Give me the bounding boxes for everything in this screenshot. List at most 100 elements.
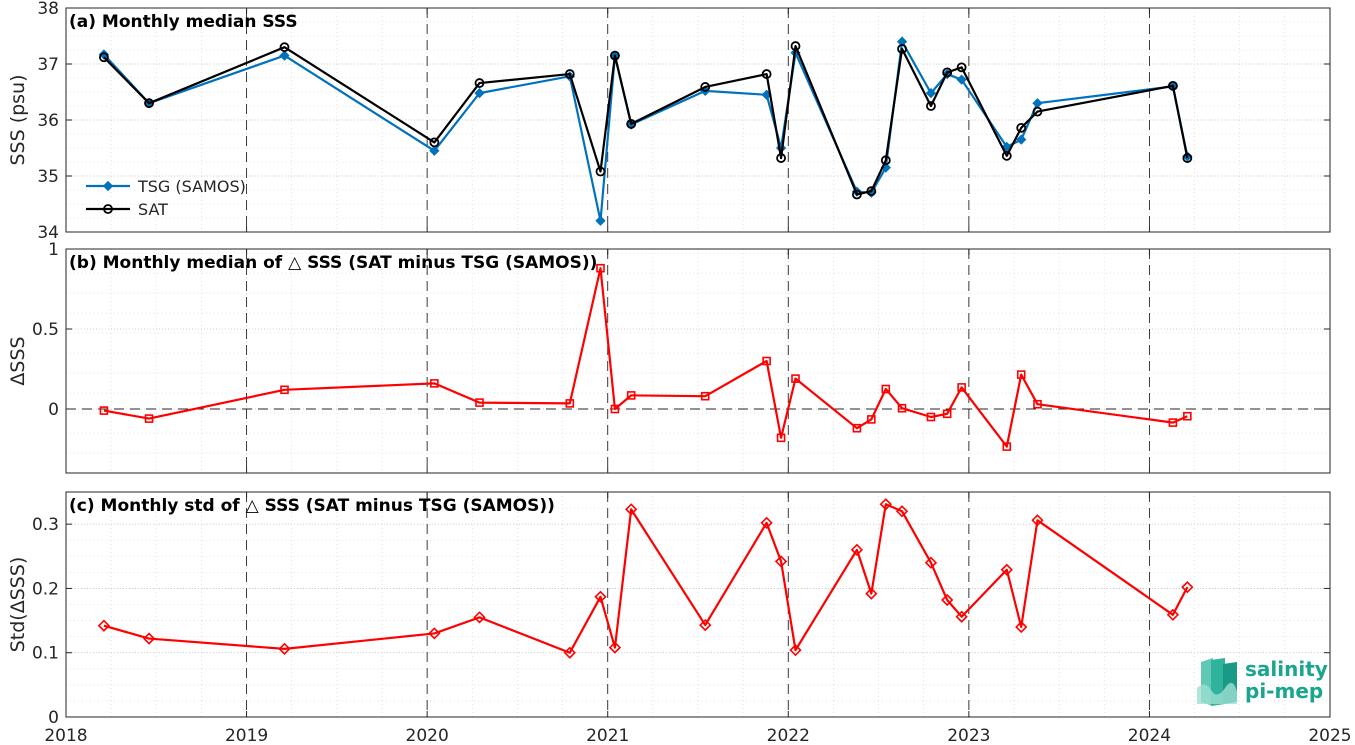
y-axis-label: Std(ΔSSS)	[7, 557, 29, 653]
data-point	[1183, 411, 1192, 421]
data-point	[1000, 563, 1013, 576]
data-point	[956, 62, 967, 73]
data-point	[776, 433, 786, 443]
logo-text-salinity: salinity	[1245, 657, 1328, 681]
data-point	[279, 50, 290, 61]
y-tick-label: 0	[48, 708, 59, 728]
panel-b: 0 0.5 1 ΔSSS (b) Monthly median of △ SSS (SA…	[7, 240, 1331, 474]
data-point	[280, 385, 289, 395]
data-point	[866, 186, 877, 197]
data-point	[850, 543, 864, 556]
series-line	[103, 503, 1189, 654]
data-point	[564, 69, 575, 79]
data-point	[957, 383, 966, 392]
legend: TSG (SAMOS) SAT	[86, 177, 246, 219]
data-point	[563, 646, 576, 659]
data-point	[774, 555, 788, 568]
logo-text-pimep: pi-mep	[1245, 679, 1323, 703]
y-tick-label: 0.1	[32, 644, 59, 664]
panel-a: 34 35 36 37 38 SSS (psu) (a) Monthly median SS…	[7, 0, 1331, 243]
data-point	[1016, 370, 1026, 379]
data-point	[867, 415, 876, 424]
legend-label: SAT	[138, 200, 168, 219]
data-point	[475, 398, 484, 407]
data-point	[926, 412, 936, 422]
data-point	[789, 644, 802, 657]
series-line	[103, 44, 1189, 196]
data-point	[924, 556, 938, 569]
y-tick-label: 38	[37, 0, 59, 19]
data-point	[1032, 106, 1043, 117]
data-point	[776, 153, 786, 163]
data-point	[1168, 80, 1178, 91]
x-tick-label: 2018	[44, 726, 87, 745]
data-point	[610, 50, 620, 61]
panel-title: (c) Monthly std of △ SSS (SAT minus TSG …	[69, 496, 555, 516]
data-point	[761, 69, 772, 79]
data-point	[926, 101, 936, 111]
series-delta-2	[97, 498, 1194, 659]
data-point	[881, 384, 891, 394]
axes-frame	[65, 491, 1331, 718]
panels: 34 35 36 37 38 SSS (psu) (a) Monthly median SS…	[7, 0, 1352, 745]
x-tick-label: 2023	[947, 726, 990, 745]
data-point	[473, 611, 486, 624]
panel-c: 0 0.1 0.2 0.3 2018 2019 2020 2021 2022 2023 2024 20…	[7, 491, 1352, 745]
y-tick-label: 35	[37, 167, 59, 187]
data-point	[278, 642, 291, 655]
data-point	[1033, 399, 1042, 409]
data-point	[956, 74, 967, 85]
legend-marker	[103, 204, 113, 214]
x-tick-label: 2020	[406, 726, 449, 745]
data-point	[474, 78, 485, 88]
x-tick-label: 2022	[767, 726, 810, 745]
data-point	[626, 119, 637, 129]
data-point	[1001, 150, 1012, 161]
data-point	[1015, 620, 1028, 634]
y-tick-label: 1	[48, 240, 59, 260]
axes-frame	[65, 248, 1331, 474]
data-point	[610, 404, 620, 414]
data-point	[596, 263, 605, 273]
data-point	[1168, 418, 1178, 427]
data-point	[897, 43, 907, 54]
data-point	[955, 610, 968, 623]
data-point	[699, 618, 712, 632]
data-point	[142, 632, 156, 645]
data-point	[99, 52, 109, 63]
salinity-pi-mep-logo: salinity pi-mep	[1197, 657, 1328, 706]
data-point	[700, 82, 711, 92]
data-point	[865, 587, 878, 600]
data-point	[1016, 134, 1027, 145]
x-tick-label: 2025	[1308, 726, 1351, 745]
x-tick-label: 2019	[225, 726, 268, 745]
series-delta-1	[99, 263, 1192, 451]
data-point	[790, 41, 801, 51]
data-point	[429, 145, 440, 156]
y-tick-label: 0.3	[32, 515, 59, 535]
panel-title: (b) Monthly median of △ SSS (SAT minus T…	[69, 253, 597, 273]
data-point	[97, 619, 111, 632]
data-point	[1181, 581, 1194, 594]
data-point	[1001, 141, 1012, 153]
data-point	[760, 516, 773, 529]
data-point	[595, 215, 606, 226]
y-tick-label: 37	[37, 55, 59, 75]
data-point	[1031, 514, 1044, 527]
data-point	[474, 87, 485, 99]
y-tick-label: 0.2	[32, 579, 59, 599]
data-point	[430, 379, 439, 388]
data-point	[595, 166, 606, 177]
data-point	[565, 399, 575, 408]
series-sat	[99, 41, 1193, 200]
y-tick-label: 0	[48, 400, 59, 420]
data-point	[428, 627, 441, 640]
data-point	[594, 590, 607, 603]
data-point	[144, 414, 154, 423]
data-point	[879, 498, 892, 511]
y-axis-label: ΔSSS	[7, 336, 29, 385]
data-point	[144, 98, 154, 109]
y-tick-label: 0.5	[32, 320, 59, 340]
data-point	[852, 189, 862, 200]
